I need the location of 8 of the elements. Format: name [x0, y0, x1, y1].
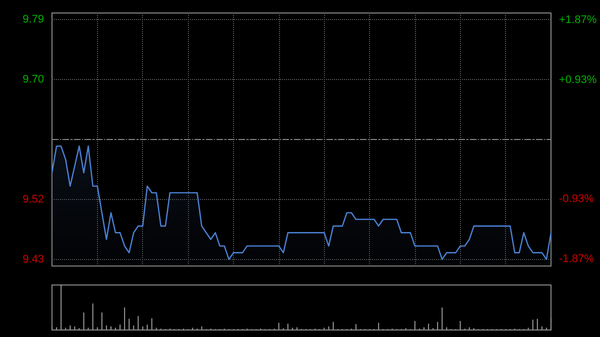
y-tick-label: 9.43 [22, 253, 44, 266]
y2-tick-label: +0.93% [559, 74, 597, 86]
y-tick-label: 9.52 [22, 193, 44, 206]
y-tick-label: 9.79 [22, 14, 44, 26]
y2-tick-label: +1.87% [559, 14, 597, 26]
y2-tick-label: -0.93% [559, 192, 594, 205]
y2-tick-label: -1.87% [559, 252, 594, 265]
y-tick-label: 9.70 [22, 74, 44, 86]
